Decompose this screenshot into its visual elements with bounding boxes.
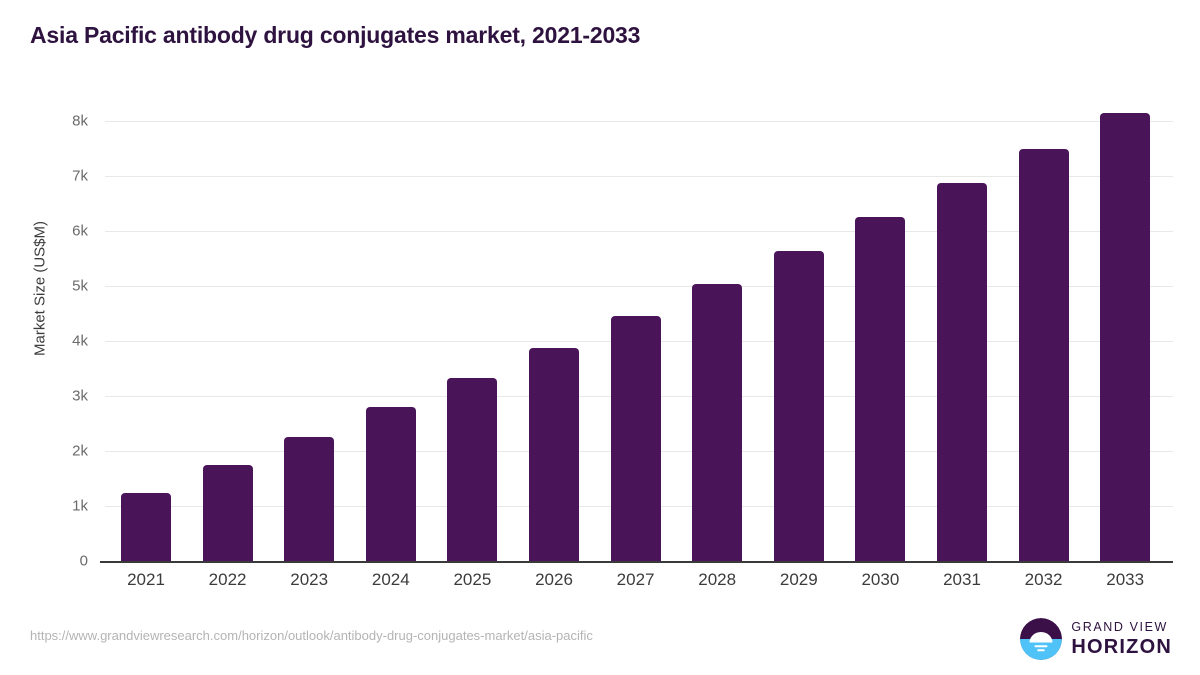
x-axis-tick-label-2032: 2032 xyxy=(1024,570,1063,589)
y-axis-tick-label: 3k xyxy=(72,387,88,405)
page-title: Asia Pacific antibody drug conjugates ma… xyxy=(30,22,641,48)
x-axis-tick-label-2029: 2029 xyxy=(779,570,818,589)
logo-wordmark: GRAND VIEW HORIZON xyxy=(1071,621,1172,657)
bar-2027[interactable] xyxy=(610,315,661,561)
bar-2022[interactable] xyxy=(202,465,253,561)
bar-2029[interactable] xyxy=(773,250,824,561)
x-axis-tick-label-2028: 2028 xyxy=(698,570,737,589)
logo-line-grand-view: GRAND VIEW xyxy=(1071,620,1168,635)
x-axis-tick-label-2027: 2027 xyxy=(616,570,655,589)
bar-2023[interactable] xyxy=(284,436,335,561)
axis-baseline xyxy=(100,561,1173,563)
x-axis-tick-label-2031: 2031 xyxy=(943,570,981,589)
x-axis-tick-label-2033: 2033 xyxy=(1106,570,1145,589)
bar-2032[interactable] xyxy=(1018,148,1069,561)
bar-2024[interactable] xyxy=(365,407,416,561)
y-axis-tick-label: 8k xyxy=(72,112,88,130)
horizon-sun-icon xyxy=(1020,618,1063,660)
source-url[interactable]: https://www.grandviewresearch.com/horizo… xyxy=(30,628,593,643)
y-axis-tick-label: 7k xyxy=(72,167,88,185)
y-axis-tick-label: 2k xyxy=(72,442,88,460)
bar-2025[interactable] xyxy=(447,378,498,561)
x-axis-tick-label-2026: 2026 xyxy=(535,570,573,589)
bar-2021[interactable] xyxy=(121,493,171,561)
x-axis-tick-label-2024: 2024 xyxy=(371,570,410,589)
bar-2028[interactable] xyxy=(692,283,743,561)
bar-2030[interactable] xyxy=(855,217,906,561)
y-axis-tick-label: 6k xyxy=(72,222,88,240)
bar-2031[interactable] xyxy=(937,182,987,561)
bar-2026[interactable] xyxy=(529,347,579,561)
y-axis-tick-label: 0 xyxy=(79,552,88,570)
x-axis-tick-label-2025: 2025 xyxy=(453,570,492,589)
gridline xyxy=(105,121,1173,122)
gridline xyxy=(105,176,1173,177)
x-axis-tick-label-2022: 2022 xyxy=(208,570,247,589)
bar-2033[interactable] xyxy=(1100,112,1151,561)
grand-view-horizon-logo[interactable]: GRAND VIEW HORIZON xyxy=(1020,617,1172,661)
logo-line-horizon: HORIZON xyxy=(1071,635,1172,658)
gridline xyxy=(105,231,1173,232)
gridline xyxy=(105,286,1173,287)
x-axis-tick-label-2021: 2021 xyxy=(127,570,165,589)
x-axis-tick-label-2023: 2023 xyxy=(290,570,329,589)
y-axis-tick-label: 5k xyxy=(72,277,88,295)
y-axis-tick-label: 4k xyxy=(72,332,88,350)
y-axis-tick-label: 1k xyxy=(72,497,88,515)
x-axis-tick-label-2030: 2030 xyxy=(861,570,900,589)
